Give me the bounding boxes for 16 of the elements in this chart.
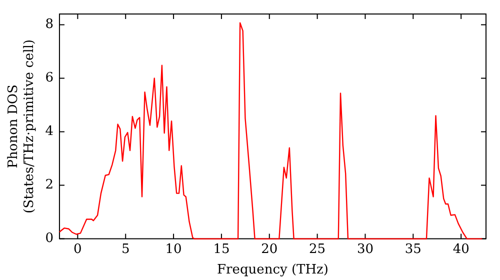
x-tick-label: 40	[452, 242, 470, 257]
x-tick-label: 0	[74, 242, 82, 257]
x-tick-label: 30	[356, 242, 374, 257]
x-tick-label: 35	[404, 242, 422, 257]
x-tick-label: 10	[165, 242, 182, 257]
y-axis-title: Phonon DOS (States/THz·primitive cell)	[6, 39, 37, 214]
y-tick-label: 8	[45, 17, 54, 32]
y-tick-label: 0	[45, 231, 54, 246]
y-tick-label: 6	[45, 70, 54, 86]
y-tick-label: 2	[45, 178, 54, 193]
x-tick-label: 20	[261, 242, 278, 257]
x-tick-label: 25	[309, 242, 326, 257]
x-tick-label: 15	[213, 242, 230, 257]
x-tick-label: 5	[121, 242, 130, 257]
x-axis-title: Frequency (THz)	[217, 262, 328, 278]
y-tick-label: 4	[45, 124, 54, 140]
